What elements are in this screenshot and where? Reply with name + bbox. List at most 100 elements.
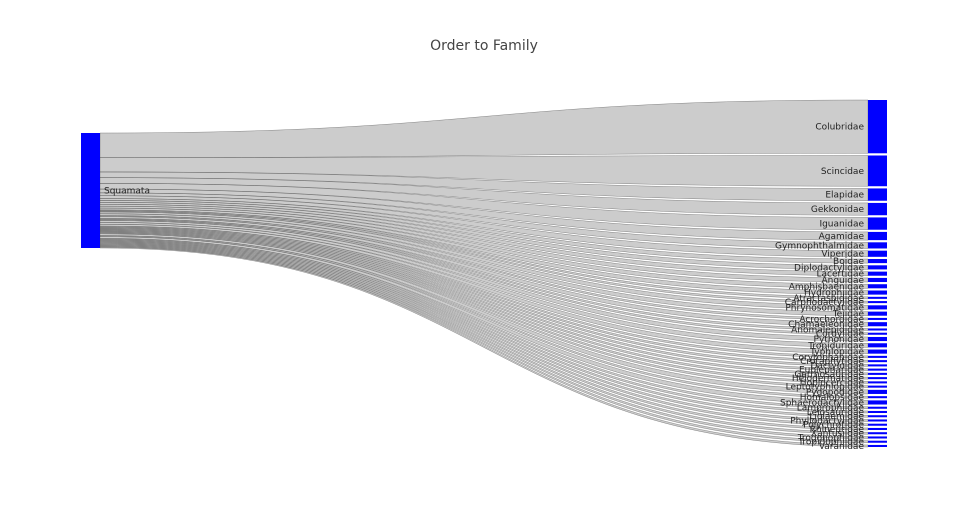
node-crotaphytidae[interactable] — [868, 360, 887, 363]
node-homalopsidae[interactable] — [868, 396, 887, 399]
node-label-lacertidae: Lacertidae — [816, 270, 864, 280]
node-anguidae[interactable] — [868, 277, 887, 283]
node-trogonophidae[interactable] — [868, 436, 887, 439]
node-liolaemidae[interactable] — [868, 415, 887, 418]
node-label-acrochordidae: Acrochordidae — [799, 315, 864, 325]
link-liolaemidae[interactable] — [99, 240, 869, 418]
node-pythonidae[interactable] — [868, 336, 887, 342]
node-label-anomalepididae: Anomalepididae — [791, 325, 864, 335]
node-rhineuridae[interactable] — [868, 427, 887, 431]
node-lamprophiidae[interactable] — [868, 406, 887, 409]
node-label-anguidae: Anguidae — [821, 276, 864, 286]
link-colubridae[interactable] — [99, 99, 869, 158]
node-label-polychrotidae: Polychrotidae — [803, 421, 864, 431]
link-lamprophiidae[interactable] — [99, 238, 869, 410]
node-leiosauridae[interactable] — [868, 410, 887, 414]
node-pygopodidae[interactable] — [868, 389, 887, 394]
node-chamaeleonidae[interactable] — [868, 322, 887, 327]
link-chamaeleonidae[interactable] — [99, 216, 869, 327]
link-carphodactylidae[interactable] — [99, 210, 869, 304]
node-label-carphodactylidae: Carphodactylidae — [785, 298, 865, 308]
link-viperidae[interactable] — [99, 195, 869, 258]
node-boidae[interactable] — [868, 259, 887, 264]
node-diplodactylidae[interactable] — [868, 265, 887, 270]
node-tropiduridae[interactable] — [868, 343, 887, 348]
node-cordylidae[interactable] — [868, 332, 887, 335]
node-label-sphaerodactylidae: Sphaerodactylidae — [780, 398, 864, 408]
node-label-viperidae: Viperidae — [821, 250, 864, 260]
node-label-phrynosomatidae: Phrynosomatidae — [785, 303, 864, 313]
node-lacertidae[interactable] — [868, 271, 887, 276]
node-acrochordidae[interactable] — [868, 317, 887, 320]
link-hoplocercidae[interactable] — [99, 231, 869, 384]
node-elapidae[interactable] — [868, 188, 887, 201]
node-label-lamprophiidae: Lamprophiidae — [797, 404, 865, 414]
node-amphisbaenidae[interactable] — [868, 284, 887, 289]
node-label-leiosauridae: Leiosauridae — [807, 408, 865, 418]
node-varanidae[interactable] — [868, 444, 887, 447]
node-eublepharidae[interactable] — [868, 368, 887, 371]
node-label-squamata: Squamata — [104, 187, 150, 197]
node-label-xantusiidae: Xantusiidae — [811, 429, 865, 439]
link-hydrophiidae[interactable] — [99, 207, 869, 295]
chart-title: Order to Family — [430, 38, 538, 54]
node-label-teiidae: Teiidae — [832, 310, 865, 320]
link-rhineuridae[interactable] — [99, 242, 869, 431]
node-xantusiidae[interactable] — [868, 432, 887, 435]
link-iguanidae[interactable] — [99, 183, 869, 230]
link-elapidae[interactable] — [99, 171, 869, 201]
node-corytophanidae[interactable] — [868, 355, 887, 358]
link-trogonophidae[interactable] — [99, 244, 869, 439]
node-carphodactylidae[interactable] — [868, 301, 887, 304]
node-colubridae[interactable] — [868, 100, 887, 154]
link-eublepharidae[interactable] — [99, 228, 869, 371]
node-label-atractaspididae: Atractaspididae — [793, 294, 864, 304]
node-viperidae[interactable] — [868, 250, 887, 257]
node-hoplocercidae[interactable] — [868, 381, 887, 384]
node-label-rhineuridae: Rhineuridae — [810, 425, 865, 435]
node-helodermatidae[interactable] — [868, 377, 887, 380]
link-diplodactylidae[interactable] — [99, 200, 869, 270]
node-typhlopidae[interactable] — [868, 349, 887, 354]
node-phyllodactylidae[interactable] — [868, 419, 887, 422]
link-typhlopidae[interactable] — [99, 223, 869, 354]
node-iguanidae[interactable] — [868, 217, 887, 230]
node-gerrhosauridae[interactable] — [868, 372, 887, 375]
link-phrynosomatidae[interactable] — [99, 211, 869, 310]
node-label-hoplocercidae: Hoplocercidae — [800, 378, 865, 388]
node-hydrophiidae[interactable] — [868, 290, 887, 295]
node-tropidophiidae[interactable] — [868, 440, 887, 443]
node-teiidae[interactable] — [868, 311, 887, 316]
link-gymnophthalmidae[interactable] — [99, 192, 869, 249]
link-agamidae[interactable] — [99, 188, 869, 241]
node-label-tropiduridae: Tropiduridae — [807, 341, 864, 351]
node-anomalepididae[interactable] — [868, 328, 887, 331]
node-label-cordylidae: Cordylidae — [816, 330, 865, 340]
node-phrynosomatidae[interactable] — [868, 305, 887, 310]
node-sphaerodactylidae[interactable] — [868, 400, 887, 405]
link-acrochordidae[interactable] — [99, 215, 869, 321]
node-label-liolaemidae: Liolaemidae — [809, 412, 864, 422]
node-leptotyphlopidae[interactable] — [868, 385, 887, 388]
node-label-pygopodidae: Pygopodidae — [806, 388, 865, 398]
node-atractaspididae[interactable] — [868, 296, 887, 299]
sankey-nodes — [81, 100, 887, 447]
node-label-crotaphytidae: Crotaphytidae — [800, 357, 864, 367]
node-polychrotidae[interactable] — [868, 423, 887, 426]
node-label-leptotyphlopidae: Leptotyphlopidae — [786, 383, 865, 393]
node-squamata[interactable] — [81, 133, 100, 248]
node-agamidae[interactable] — [868, 231, 887, 241]
node-gekkonidae[interactable] — [868, 202, 887, 216]
node-scincidae[interactable] — [868, 155, 887, 187]
node-gymnophthalmidae[interactable] — [868, 242, 887, 249]
node-label-pythonidae: Pythonidae — [814, 335, 865, 345]
node-label-trogonophidae: Trogonophidae — [797, 433, 865, 443]
link-homalopsidae[interactable] — [99, 235, 869, 399]
node-label-hydrophiidae: Hydrophiidae — [804, 289, 864, 299]
link-boidae[interactable] — [99, 198, 869, 264]
link-crotaphytidae[interactable] — [99, 226, 869, 363]
node-label-boidae: Boidae — [833, 257, 864, 267]
node-dactyloidae[interactable] — [868, 364, 887, 367]
node-label-elapidae: Elapidae — [825, 191, 864, 201]
